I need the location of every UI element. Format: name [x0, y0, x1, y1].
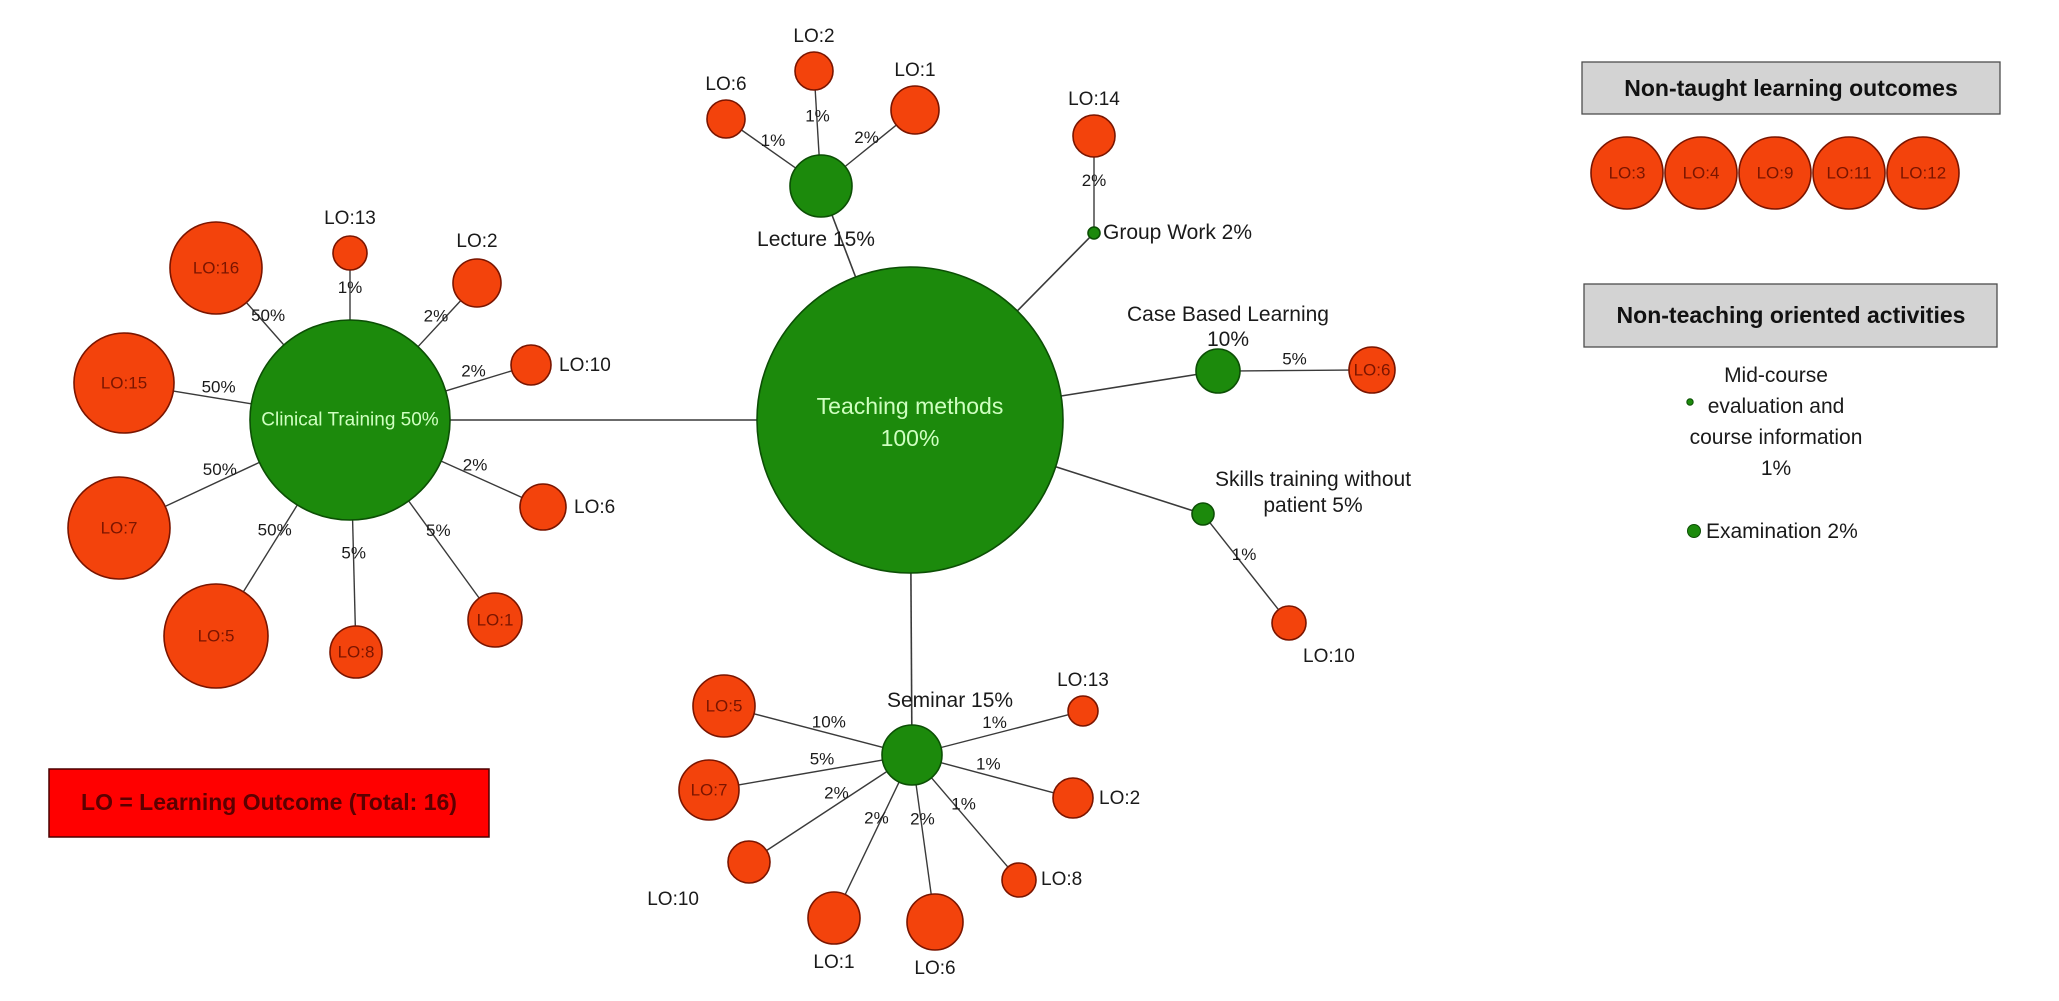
svg-text:Examination 2%: Examination 2% [1706, 520, 1858, 543]
svg-text:Skills training without: Skills training without [1215, 468, 1411, 491]
svg-text:2%: 2% [854, 128, 879, 147]
svg-text:LO:15: LO:15 [101, 374, 147, 393]
svg-text:LO:3: LO:3 [1609, 164, 1646, 183]
svg-text:2%: 2% [424, 306, 449, 325]
svg-text:LO:1: LO:1 [813, 952, 854, 973]
svg-text:100%: 100% [881, 425, 940, 451]
svg-text:1%: 1% [1761, 457, 1791, 480]
svg-text:LO = Learning Outcome (Total:: LO = Learning Outcome (Total: 16) [81, 789, 457, 815]
svg-text:evaluation and: evaluation and [1708, 395, 1845, 418]
svg-text:Case Based Learning: Case Based Learning [1127, 303, 1329, 326]
svg-text:2%: 2% [910, 810, 935, 829]
svg-text:Non-teaching oriented activiti: Non-teaching oriented activities [1617, 302, 1966, 328]
svg-text:2%: 2% [1082, 171, 1107, 190]
svg-text:LO:6: LO:6 [914, 958, 955, 979]
svg-text:1%: 1% [982, 713, 1007, 732]
svg-text:LO:6: LO:6 [705, 74, 746, 95]
svg-text:LO:8: LO:8 [338, 643, 375, 662]
svg-text:LO:7: LO:7 [691, 781, 728, 800]
svg-text:1%: 1% [976, 754, 1001, 773]
svg-text:1%: 1% [761, 131, 786, 150]
svg-text:LO:1: LO:1 [477, 611, 514, 630]
svg-text:LO:2: LO:2 [793, 26, 834, 47]
svg-text:Teaching methods: Teaching methods [817, 393, 1004, 419]
svg-text:LO:1: LO:1 [894, 60, 935, 81]
svg-text:Clinical Training 50%: Clinical Training 50% [261, 410, 439, 431]
svg-text:LO:10: LO:10 [559, 355, 611, 376]
svg-text:5%: 5% [1282, 350, 1307, 369]
svg-text:50%: 50% [203, 460, 237, 479]
svg-text:LO:10: LO:10 [647, 889, 699, 910]
svg-text:2%: 2% [463, 455, 488, 474]
svg-text:LO:13: LO:13 [324, 208, 376, 229]
svg-text:LO:2: LO:2 [456, 231, 497, 252]
svg-text:LO:7: LO:7 [101, 519, 138, 538]
svg-text:1%: 1% [1232, 545, 1257, 564]
svg-text:1%: 1% [338, 278, 363, 297]
svg-text:Mid-course: Mid-course [1724, 364, 1828, 387]
svg-text:LO:5: LO:5 [706, 697, 743, 716]
svg-text:5%: 5% [426, 521, 451, 540]
svg-text:patient 5%: patient 5% [1263, 494, 1362, 517]
svg-text:2%: 2% [824, 784, 849, 803]
svg-text:LO:9: LO:9 [1757, 164, 1794, 183]
svg-text:LO:12: LO:12 [1900, 164, 1946, 183]
svg-text:LO:16: LO:16 [193, 259, 239, 278]
svg-text:Non-taught learning outcomes: Non-taught learning outcomes [1624, 75, 1958, 101]
svg-text:LO:11: LO:11 [1826, 164, 1871, 183]
svg-text:Group Work 2%: Group Work 2% [1103, 221, 1252, 244]
svg-text:LO:13: LO:13 [1057, 670, 1109, 691]
svg-text:LO:2: LO:2 [1099, 788, 1140, 809]
svg-text:50%: 50% [251, 306, 285, 325]
svg-text:10%: 10% [1207, 328, 1249, 351]
svg-text:1%: 1% [951, 794, 976, 813]
svg-text:1%: 1% [805, 107, 830, 126]
svg-text:LO:5: LO:5 [198, 627, 235, 646]
svg-text:50%: 50% [202, 378, 236, 397]
svg-text:LO:6: LO:6 [1354, 361, 1391, 380]
svg-text:Seminar 15%: Seminar 15% [887, 689, 1013, 712]
svg-text:50%: 50% [258, 520, 292, 539]
svg-text:course information: course information [1690, 426, 1863, 449]
svg-text:5%: 5% [810, 750, 835, 769]
svg-text:Lecture 15%: Lecture 15% [757, 228, 875, 251]
svg-text:2%: 2% [864, 808, 889, 827]
svg-text:10%: 10% [812, 712, 846, 731]
svg-text:LO:4: LO:4 [1683, 164, 1720, 183]
svg-text:LO:14: LO:14 [1068, 89, 1120, 110]
svg-text:LO:8: LO:8 [1041, 869, 1082, 890]
svg-text:2%: 2% [461, 362, 486, 381]
svg-text:LO:6: LO:6 [574, 497, 615, 518]
svg-text:5%: 5% [341, 544, 366, 563]
svg-text:LO:10: LO:10 [1303, 646, 1355, 667]
